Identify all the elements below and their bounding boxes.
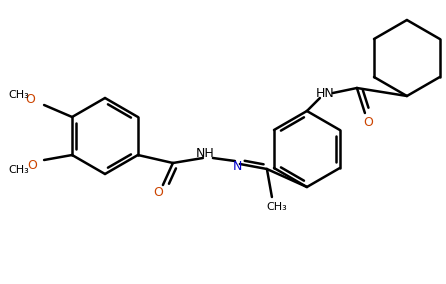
Text: O: O <box>25 93 35 105</box>
Text: N: N <box>233 160 243 172</box>
Text: HN: HN <box>315 87 334 99</box>
Text: NH: NH <box>195 147 214 160</box>
Text: O: O <box>153 185 163 199</box>
Text: CH₃: CH₃ <box>267 202 287 212</box>
Text: O: O <box>27 158 37 172</box>
Text: O: O <box>363 116 373 128</box>
Text: CH₃: CH₃ <box>9 165 29 175</box>
Text: CH₃: CH₃ <box>9 90 29 100</box>
